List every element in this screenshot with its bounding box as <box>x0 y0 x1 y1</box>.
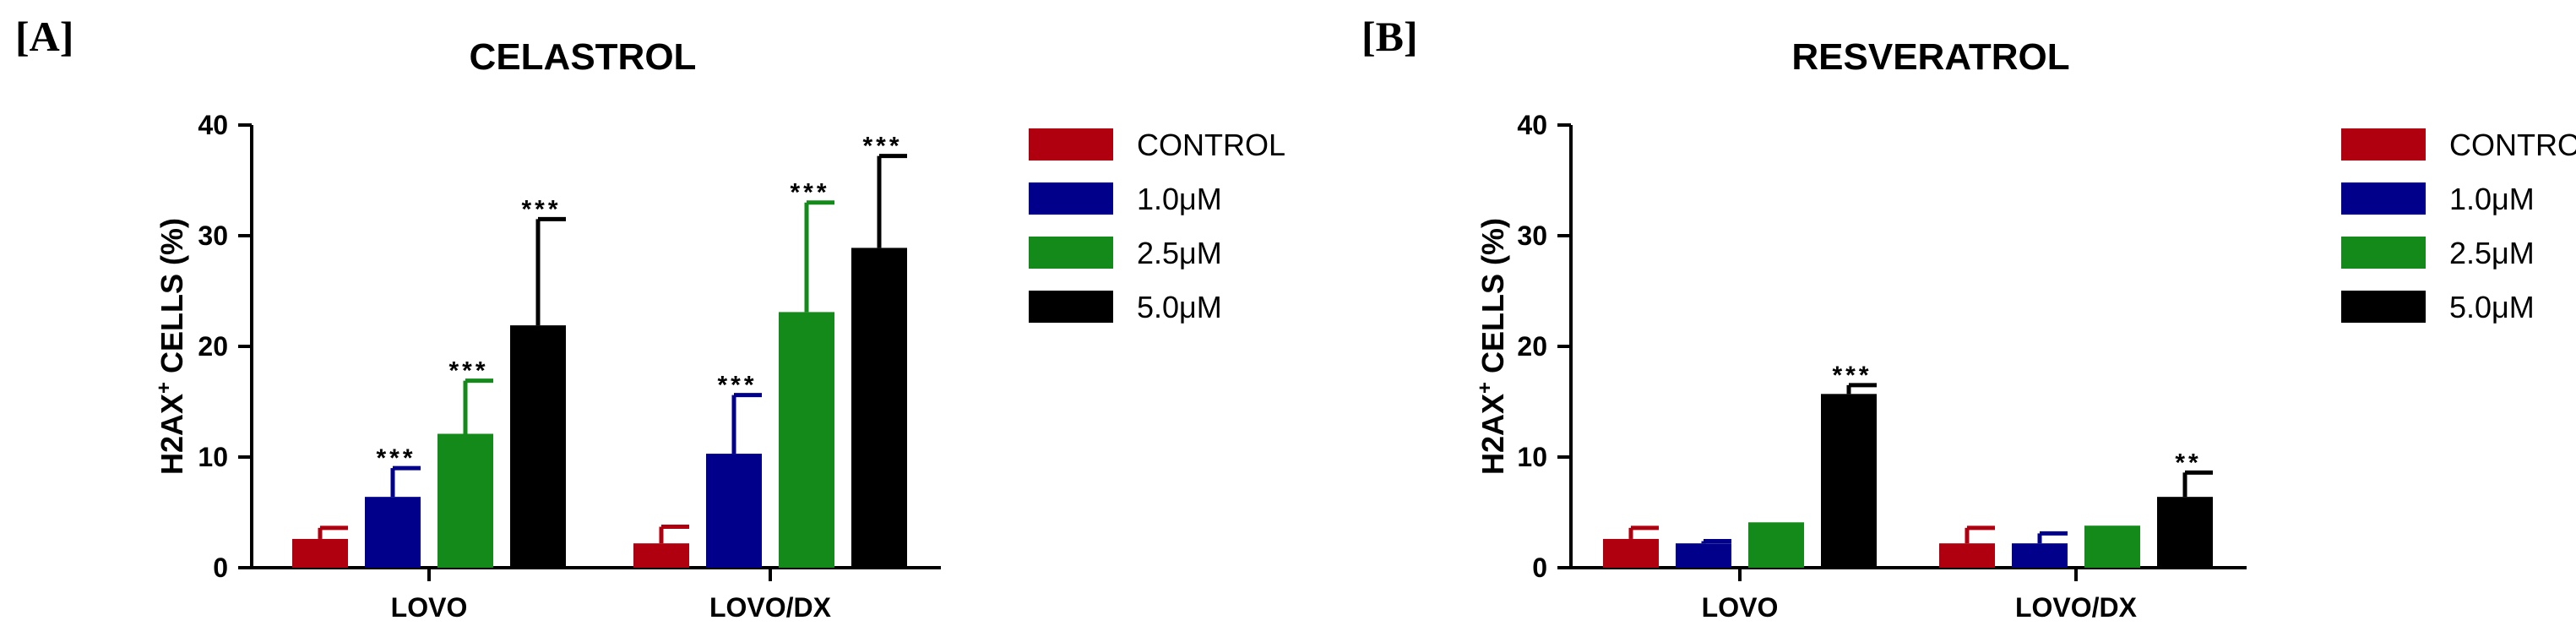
bar <box>510 325 566 568</box>
y-tick-label: 40 <box>1517 110 1547 140</box>
significance-marker: *** <box>1832 362 1872 389</box>
bar <box>292 538 348 568</box>
legend-swatch <box>2341 182 2426 215</box>
legend-swatch <box>1029 291 1113 323</box>
legend-swatch <box>2341 237 2426 269</box>
x-category-label: LOVO/DX <box>709 592 832 623</box>
y-axis-title-unit: CELLS (%) <box>155 218 189 382</box>
significance-marker: *** <box>521 195 561 223</box>
legend-label: CONTROL <box>2449 128 2576 162</box>
legend-label: 2.5μM <box>1137 236 1222 270</box>
y-axis-title-main: H2AX <box>155 394 189 475</box>
bar <box>1748 522 1804 568</box>
legend-label: 5.0μM <box>1137 290 1222 324</box>
y-tick-label: 0 <box>1532 553 1547 583</box>
y-tick-label: 0 <box>213 553 228 583</box>
legend-label: 1.0μM <box>1137 182 1222 216</box>
y-tick-label: 30 <box>1517 220 1547 251</box>
bar <box>2012 543 2068 568</box>
legend-label: 5.0μM <box>2449 290 2535 324</box>
bar <box>2084 525 2140 568</box>
bar <box>706 454 762 568</box>
y-axis-title: H2AX+ CELLS (%) <box>153 218 189 475</box>
legend-swatch <box>1029 182 1113 215</box>
legend-label: CONTROL <box>1137 128 1285 162</box>
legend-swatch <box>1029 237 1113 269</box>
bar <box>1676 543 1731 568</box>
y-axis-title: H2AX+ CELLS (%) <box>1474 218 1510 475</box>
y-tick-label: 20 <box>1517 331 1547 362</box>
bar <box>633 543 689 568</box>
bar <box>365 497 421 568</box>
panel-b-resveratrol: [B] RESVERATROL H2AX+ CELLS (%) 0 10 20 30 40 LO… <box>1361 13 2576 623</box>
significance-marker: *** <box>717 372 757 400</box>
chart-title: CELASTROL <box>470 36 697 78</box>
y-tick-label: 20 <box>198 331 228 362</box>
significance-marker: *** <box>376 444 416 472</box>
y-axis-title-main: H2AX <box>1475 394 1510 475</box>
y-tick-label: 30 <box>198 220 228 251</box>
y-axis-title-superscript: + <box>1474 382 1497 394</box>
x-category-label: LOVO/DX <box>2015 592 2138 623</box>
bar <box>1603 538 1659 568</box>
legend-swatch <box>2341 128 2426 161</box>
y-tick-label: 10 <box>1517 442 1547 472</box>
legend-label: 2.5μM <box>2449 236 2535 270</box>
panel-label: [A] <box>15 13 73 60</box>
y-axis-title-superscript: + <box>153 382 176 394</box>
y-tick-label: 40 <box>198 110 228 140</box>
x-category-label: LOVO <box>1702 592 1779 623</box>
chart-title: RESVERATROL <box>1791 36 2069 78</box>
panel-label: [B] <box>1361 13 1418 60</box>
legend-swatch <box>1029 128 1113 161</box>
bar <box>779 312 834 568</box>
significance-marker: *** <box>448 357 488 385</box>
significance-marker: ** <box>2175 449 2201 476</box>
legend-swatch <box>2341 291 2426 323</box>
x-category-label: LOVO <box>391 592 468 623</box>
bar <box>1939 543 1995 568</box>
bar <box>851 248 907 568</box>
bar <box>2157 497 2213 568</box>
significance-marker: *** <box>862 133 902 161</box>
bar <box>1821 394 1877 568</box>
bar <box>437 433 493 568</box>
y-axis-title-unit: CELLS (%) <box>1475 218 1510 382</box>
panel-a-celastrol: [A] CELASTROL H2AX+ CELLS (%) 0 10 20 30 40 LOVO… <box>15 13 1285 623</box>
y-tick-label: 10 <box>198 442 228 472</box>
legend-label: 1.0μM <box>2449 182 2535 216</box>
significance-marker: *** <box>790 179 829 207</box>
